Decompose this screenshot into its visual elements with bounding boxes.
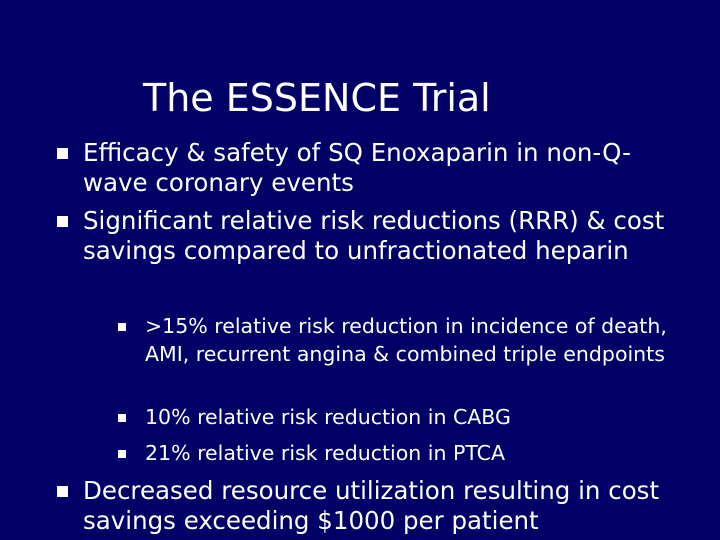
- slide-title: The ESSENCE Trial: [143, 76, 491, 120]
- bullet-text: Decreased resource utilization resulting…: [83, 476, 660, 535]
- bullet-resource-utilization: Decreased resource utilization resulting…: [57, 476, 668, 536]
- square-bullet-icon: [118, 323, 126, 331]
- sub-bullet-text: >15% relative risk reduction in incidenc…: [145, 314, 667, 366]
- square-bullet-icon: [118, 414, 126, 422]
- bullet-efficacy: Efficacy & safety of SQ Enoxaparin in no…: [57, 138, 668, 198]
- square-bullet-icon: [57, 216, 68, 227]
- square-bullet-icon: [118, 450, 126, 458]
- sub-bullet-triple-endpoints: >15% relative risk reduction in incidenc…: [118, 312, 705, 368]
- sub-bullet-cabg: 10% relative risk reduction in CABG: [118, 403, 705, 431]
- sub-bullet-text: 10% relative risk reduction in CABG: [145, 405, 511, 429]
- bullet-text: Significant relative risk reductions (RR…: [83, 206, 665, 265]
- bullet-text: Efficacy & safety of SQ Enoxaparin in no…: [83, 138, 631, 197]
- sub-bullet-text: 21% relative risk reduction in PTCA: [145, 441, 505, 465]
- square-bullet-icon: [57, 486, 68, 497]
- bullet-rrr: Significant relative risk reductions (RR…: [57, 206, 668, 266]
- sub-bullet-ptca: 21% relative risk reduction in PTCA: [118, 439, 705, 467]
- square-bullet-icon: [57, 148, 68, 159]
